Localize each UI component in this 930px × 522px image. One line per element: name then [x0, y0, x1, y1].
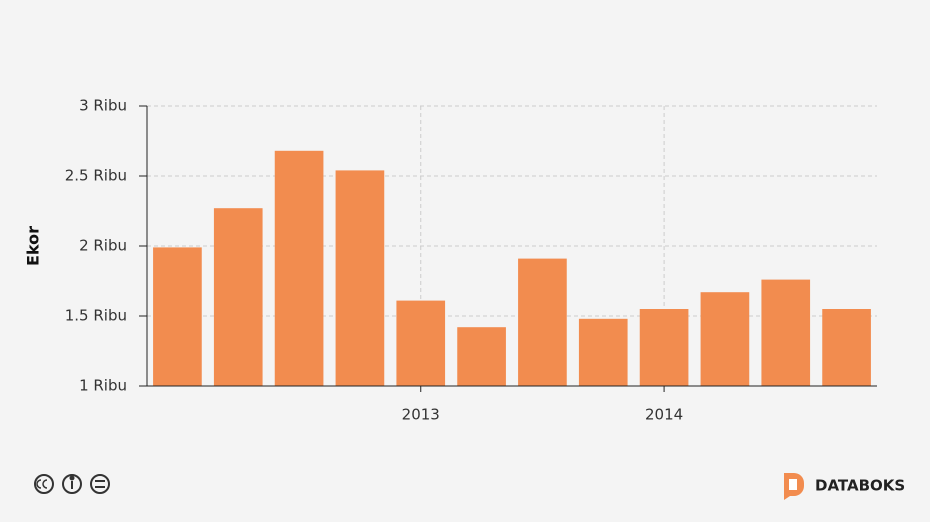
bar [335, 170, 385, 386]
y-tick-label: 3 Ribu [79, 97, 127, 115]
bar [274, 150, 324, 386]
bar [213, 208, 263, 386]
y-tick-label: 1 Ribu [79, 377, 127, 395]
bar [153, 247, 202, 386]
y-tick-label: 2 Ribu [79, 237, 127, 255]
bar [700, 292, 750, 386]
bar [518, 258, 567, 386]
bar [761, 279, 811, 386]
bar [578, 318, 628, 386]
x-tick-label: 2014 [645, 406, 683, 424]
bar [822, 309, 871, 386]
y-tick-label: 1.5 Ribu [65, 307, 127, 325]
x-tick-label: 2013 [402, 406, 440, 424]
y-axis-title: Ekor [24, 226, 43, 266]
license-icons [34, 474, 110, 494]
bar [396, 300, 446, 386]
y-tick-label: 2.5 Ribu [65, 167, 127, 185]
bar [457, 327, 506, 386]
bar [639, 309, 689, 386]
brand-logo [784, 473, 804, 500]
brand-name: DATABOKS [815, 477, 905, 495]
